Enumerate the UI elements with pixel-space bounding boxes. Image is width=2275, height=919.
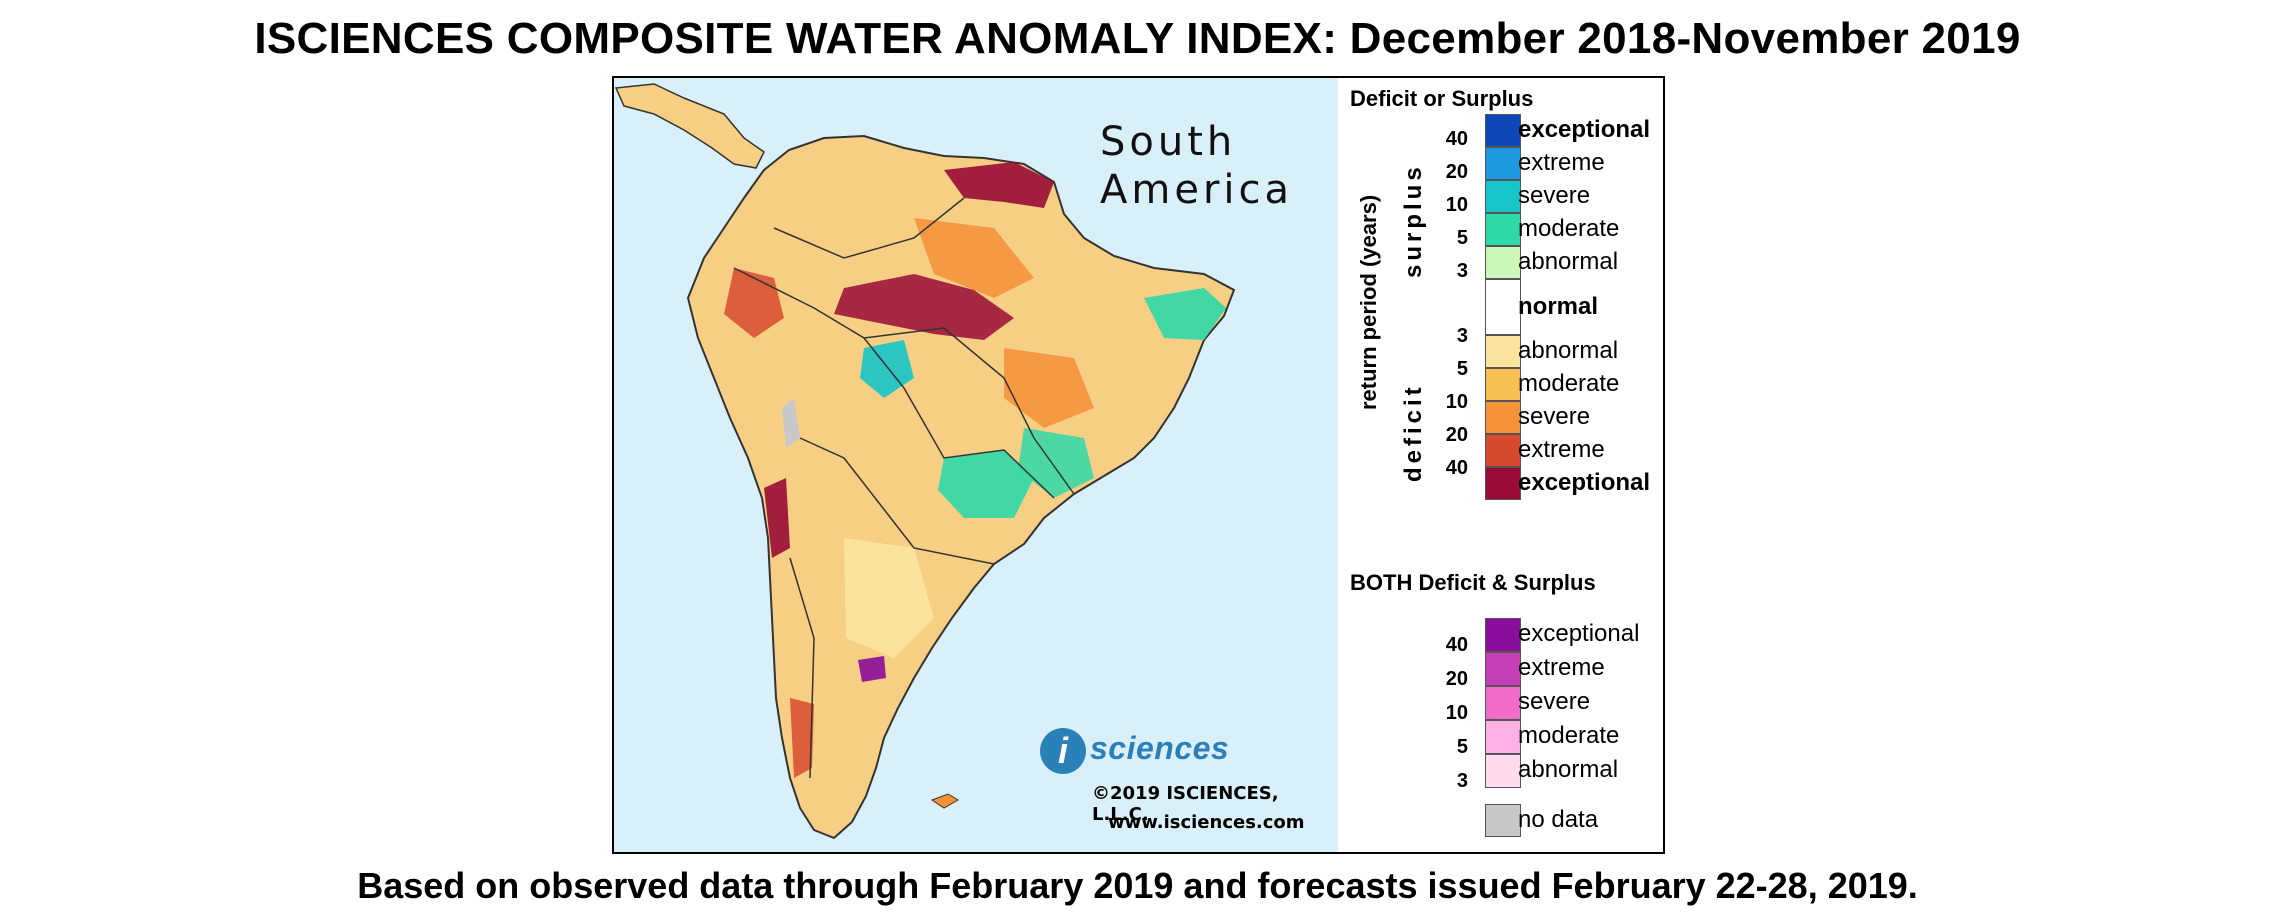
anomaly-exceptional-amazon bbox=[834, 274, 1014, 340]
tick-both-40: 40 bbox=[1445, 634, 1468, 656]
legend-label-surplus-abnormal: abnormal bbox=[1518, 248, 1619, 275]
swatch-deficit-moderate bbox=[1485, 368, 1521, 401]
legend-label-no-data: no data bbox=[1518, 806, 1599, 833]
anomaly-severe-central bbox=[914, 218, 1034, 298]
swatch-no-data bbox=[1485, 804, 1521, 837]
legend-label-both-severe: severe bbox=[1518, 688, 1591, 715]
legend-label-deficit-moderate: moderate bbox=[1518, 370, 1620, 397]
legend-label-both-exceptional: exceptional bbox=[1518, 620, 1640, 647]
map-area: South America i sciences ©2019 ISCIENCES… bbox=[614, 78, 1338, 852]
legend-label-surplus-exceptional: exceptional bbox=[1518, 116, 1651, 143]
tick-deficit-20: 20 bbox=[1445, 424, 1468, 446]
anomaly-surplus-paraguay bbox=[938, 450, 1034, 518]
tick-both-10: 10 bbox=[1445, 702, 1468, 724]
tick-surplus-20: 20 bbox=[1445, 161, 1468, 183]
website-link[interactable]: www.isciences.com bbox=[1108, 812, 1305, 833]
tick-surplus-5: 5 bbox=[1456, 227, 1468, 249]
swatch-both-extreme bbox=[1485, 652, 1521, 686]
legend-label-normal: normal bbox=[1518, 293, 1599, 320]
axis-label-return-period: return period (years) bbox=[1356, 194, 1381, 410]
legend-label-deficit-exceptional: exceptional bbox=[1518, 469, 1651, 496]
legend-label-both-abnormal: abnormal bbox=[1518, 756, 1619, 783]
anomaly-severe-brazil bbox=[1004, 348, 1094, 428]
tick-surplus-10: 10 bbox=[1445, 194, 1468, 216]
map-frame: South America i sciences ©2019 ISCIENCES… bbox=[612, 76, 1665, 854]
tick-deficit-3: 3 bbox=[1456, 325, 1468, 347]
legend-label-surplus-extreme: extreme bbox=[1518, 149, 1605, 176]
logo-circle: i bbox=[1040, 728, 1086, 774]
legend-label-deficit-extreme: extreme bbox=[1518, 436, 1605, 463]
swatch-surplus-extreme bbox=[1485, 147, 1521, 180]
surplus-label: surplus bbox=[1400, 163, 1427, 278]
tick-both-5: 5 bbox=[1456, 736, 1468, 758]
swatch-both-abnormal bbox=[1485, 754, 1521, 788]
legend-heading-both: BOTH Deficit & Surplus bbox=[1350, 570, 1596, 595]
tick-deficit-40: 40 bbox=[1445, 457, 1468, 479]
legend-label-surplus-severe: severe bbox=[1518, 182, 1591, 209]
swatch-both-exceptional bbox=[1485, 618, 1521, 652]
page-title: ISCIENCES COMPOSITE WATER ANOMALY INDEX:… bbox=[254, 14, 2021, 63]
swatch-surplus-abnormal bbox=[1485, 246, 1521, 279]
swatch-surplus-severe bbox=[1485, 180, 1521, 213]
central-america-landmass bbox=[614, 83, 765, 169]
anomaly-extreme-patagonia bbox=[790, 698, 814, 778]
tick-both-3: 3 bbox=[1456, 770, 1468, 792]
isciences-logo: i sciences bbox=[1040, 728, 1280, 778]
tick-surplus-40: 40 bbox=[1445, 128, 1468, 150]
legend-label-both-moderate: moderate bbox=[1518, 722, 1620, 749]
tick-both-20: 20 bbox=[1445, 668, 1468, 690]
swatch-deficit-abnormal bbox=[1485, 335, 1521, 368]
legend-label-surplus-moderate: moderate bbox=[1518, 215, 1620, 242]
anomaly-exceptional-guianas bbox=[944, 162, 1054, 208]
swatch-surplus-moderate bbox=[1485, 213, 1521, 246]
legend-label-deficit-severe: severe bbox=[1518, 403, 1591, 430]
legend-label-both-extreme: extreme bbox=[1518, 654, 1605, 681]
country-borders bbox=[733, 197, 1075, 779]
region-label-line2: America bbox=[1100, 167, 1293, 213]
copyright-text: ©2019 ISCIENCES, L.L.C. bbox=[1092, 783, 1279, 825]
tick-surplus-3: 3 bbox=[1456, 260, 1468, 282]
south-america-map bbox=[614, 83, 1236, 840]
anomaly-both-argentina bbox=[858, 656, 886, 682]
swatch-deficit-extreme bbox=[1485, 434, 1521, 467]
nodata-andes bbox=[782, 398, 800, 448]
region-label: South America bbox=[1100, 118, 1293, 214]
region-label-line1: South bbox=[1100, 119, 1237, 165]
swatch-deficit-severe bbox=[1485, 401, 1521, 434]
deficit-label: deficit bbox=[1400, 383, 1427, 482]
tick-deficit-5: 5 bbox=[1456, 358, 1468, 380]
anomaly-abnormal-argentina bbox=[844, 538, 934, 658]
anomaly-surplus-southern-brazil bbox=[1018, 428, 1094, 498]
anomaly-exceptional-chile bbox=[764, 478, 790, 558]
anomaly-surplus-ne-brazil bbox=[1144, 288, 1226, 340]
swatch-deficit-exceptional bbox=[1485, 467, 1521, 500]
legend-label-deficit-abnormal: abnormal bbox=[1518, 337, 1619, 364]
page-subtitle: Based on observed data through February … bbox=[357, 865, 1918, 906]
tick-deficit-10: 10 bbox=[1445, 391, 1468, 413]
swatch-normal bbox=[1485, 279, 1521, 335]
falkland-islands bbox=[930, 793, 959, 809]
legend: Deficit or Surplus return period (years)… bbox=[1338, 78, 1663, 852]
swatch-both-severe bbox=[1485, 686, 1521, 720]
legend-heading-main: Deficit or Surplus bbox=[1350, 86, 1534, 111]
swatch-surplus-exceptional bbox=[1485, 114, 1521, 147]
swatch-both-moderate bbox=[1485, 720, 1521, 754]
logo-text: sciences bbox=[1090, 730, 1230, 766]
